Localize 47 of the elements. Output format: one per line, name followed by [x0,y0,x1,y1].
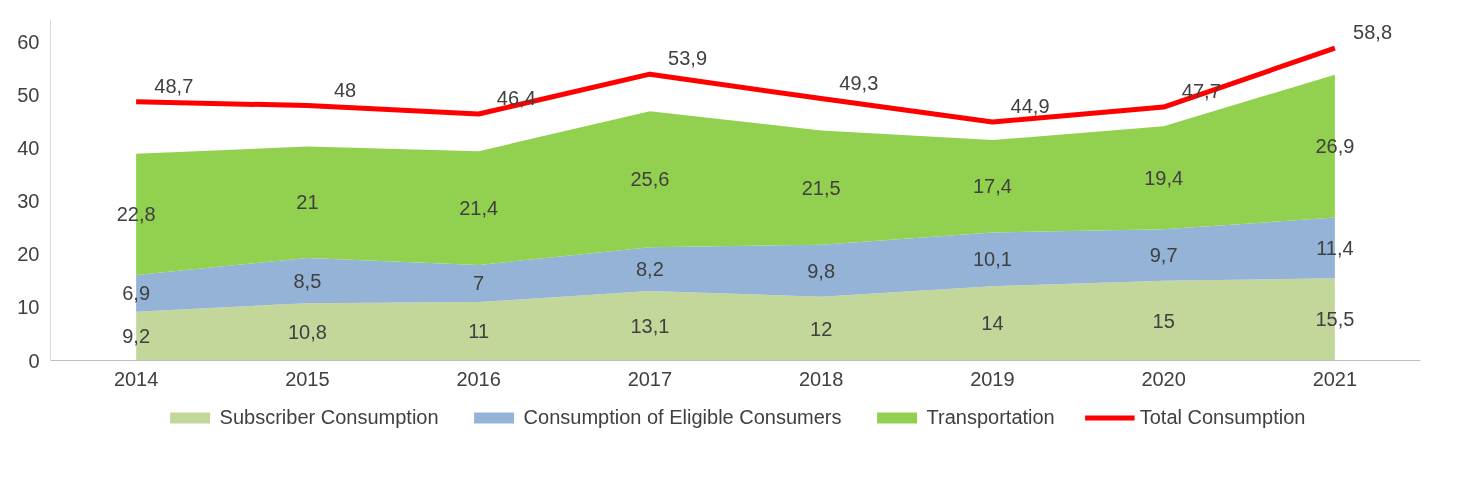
data-label: 19,4 [1144,166,1184,189]
data-label: 6,9 [122,282,151,305]
x-tick-label: 2014 [113,367,159,390]
data-label: 10,8 [287,320,327,343]
x-tick-label: 2021 [1312,367,1358,390]
data-label: 8,2 [635,258,664,281]
data-label: 15 [1152,309,1175,332]
x-tick-label: 2015 [285,367,330,390]
data-label: 12 [810,317,833,340]
legend-label: Total Consumption [1139,405,1306,429]
data-label: 9,7 [1149,244,1178,267]
legend-label: Consumption of Eligible Consumers [523,405,842,429]
y-tick-label: 20 [17,243,40,266]
data-label: 21 [296,191,319,214]
data-label: 11,4 [1316,236,1354,259]
data-label: 11 [468,320,490,343]
data-label: 49,3 [839,71,879,94]
data-label: 48,7 [154,74,194,97]
y-tick-label: 40 [17,137,40,159]
data-label: 25,6 [630,168,670,191]
data-label: 14 [981,312,1004,335]
legend-label: Subscriber Consumption [219,405,439,429]
x-tick-label: 2020 [1141,367,1186,390]
data-label: 10,1 [972,248,1012,271]
data-label: 13,1 [630,314,670,337]
x-tick-label: 2018 [798,367,844,390]
data-label: 15,5 [1315,308,1355,331]
data-label: 58,8 [1353,21,1393,44]
data-label: 44,9 [1010,95,1050,118]
x-tick-label: 2017 [627,367,673,390]
data-label: 17,4 [972,175,1012,198]
y-tick-label: 10 [17,296,40,319]
data-label: 48 [333,78,357,101]
data-label: 21,5 [801,176,841,199]
legend-label: Transportation [926,405,1055,429]
data-label: 8,5 [293,269,322,292]
data-label: 9,8 [807,259,836,282]
y-tick-label: 50 [17,83,40,106]
y-tick-label: 30 [17,190,40,213]
data-label: 21,4 [459,197,499,220]
x-tick-label: 2019 [970,367,1015,390]
data-label: 9,2 [122,325,151,348]
y-tick-label: 0 [28,349,40,372]
data-label: 53,9 [668,47,708,70]
x-tick-label: 2016 [456,367,501,390]
data-label: 7 [473,272,485,295]
y-tick-label: 60 [17,30,40,53]
